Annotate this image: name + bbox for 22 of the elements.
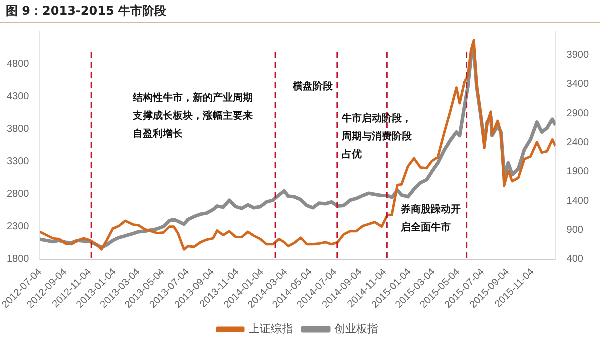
y-tick-label: 4300 <box>6 92 30 103</box>
y-tick-label: 4800 <box>6 59 30 70</box>
y2-tick-label: 2900 <box>566 108 590 120</box>
y2-tick-label: 1900 <box>566 166 590 178</box>
y2-tick-label: 400 <box>566 254 584 266</box>
y-tick-label: 3300 <box>6 156 30 168</box>
annotation: 券商股躁动开启全面牛市 <box>400 203 462 234</box>
y-tick-label: 2300 <box>6 222 30 233</box>
chart-title: 图 9：2013-2015 牛市阶段 <box>0 0 600 23</box>
y-tick-label: 2800 <box>6 189 30 200</box>
y2-tick-label: 3900 <box>566 50 590 62</box>
legend-label: 创业板指 <box>334 322 378 336</box>
y2-tick-label: 900 <box>566 224 584 236</box>
y2-tick-label: 2400 <box>566 138 590 149</box>
annotation: 横盘阶段 <box>292 80 334 93</box>
y-tick-label: 3800 <box>6 124 30 136</box>
y2-tick-label: 3400 <box>566 79 590 90</box>
legend-label: 上证综指 <box>249 322 293 336</box>
y-tick-label: 1800 <box>6 254 30 266</box>
y2-tick-label: 1400 <box>566 196 590 207</box>
annotation: 牛市启动阶段，周期与消费阶段占优 <box>340 112 413 160</box>
annotation: 结构性牛市，新的产业周期支撑成长板块，涨幅主要来自盈利增长 <box>132 92 254 140</box>
